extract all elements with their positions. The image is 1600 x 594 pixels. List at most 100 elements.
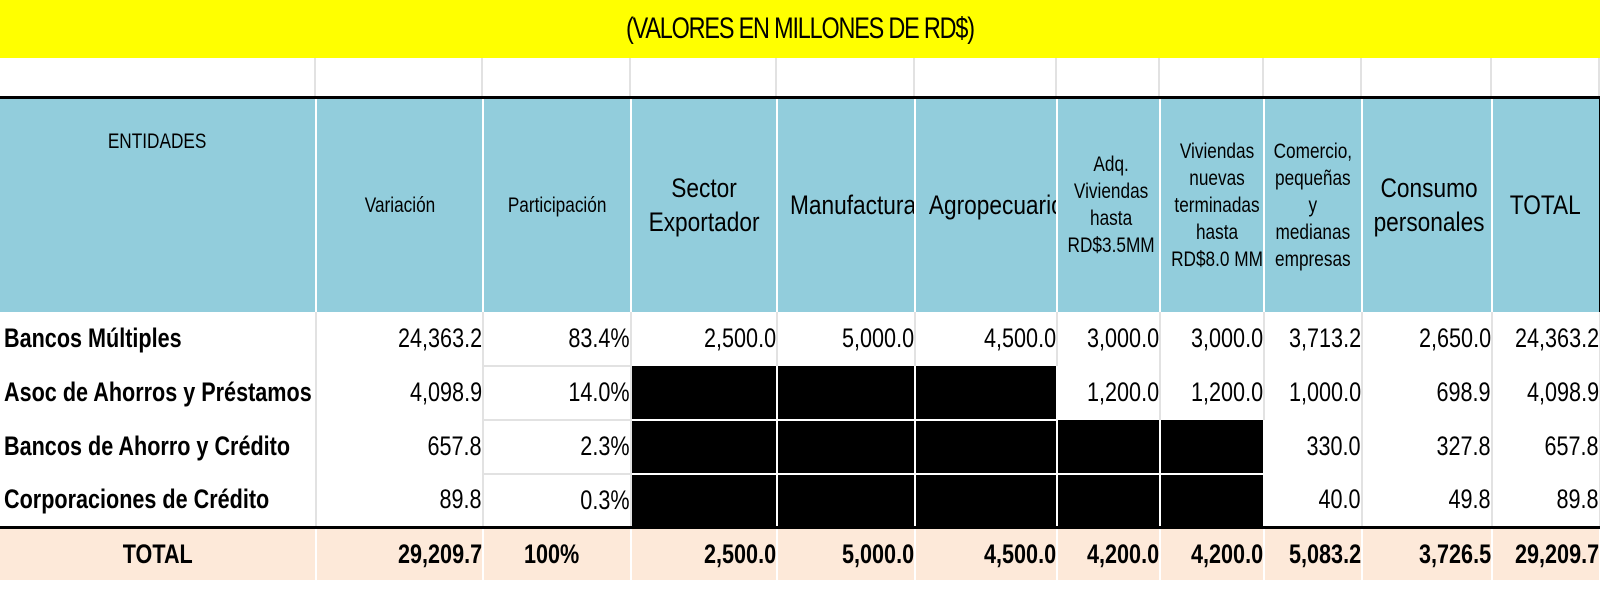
totals-row: TOTAL 29,209.7 100% 2,500.0 5,000.0 4,50… bbox=[0, 526, 1600, 580]
entidad-label: Corporaciones de Crédito bbox=[4, 484, 270, 515]
total-cell: 24,363.2 bbox=[1492, 311, 1600, 366]
redacted-cell bbox=[1057, 419, 1161, 475]
header-line: RD$3.5MM bbox=[1067, 234, 1155, 258]
header-comercio: Comercio, pequeñas y medianas empresas bbox=[1264, 96, 1363, 312]
cell-value: 100% bbox=[524, 538, 580, 569]
header-entidades-label: ENTIDADES bbox=[108, 130, 207, 153]
header-participacion-label: Participación bbox=[507, 193, 607, 217]
cell-value: 657.8 bbox=[427, 431, 482, 461]
cell-value: 3,726.5 bbox=[1418, 538, 1491, 569]
comercio-cell: 330.0 bbox=[1264, 419, 1363, 474]
cell-value: 4,500.0 bbox=[983, 538, 1056, 569]
header-manufactura-label: Manufactura bbox=[790, 190, 915, 221]
header-line: Sector bbox=[671, 173, 737, 204]
adq-viviendas-cell: 3,000.0 bbox=[1057, 311, 1161, 366]
comercio-cell: 3,713.2 bbox=[1264, 311, 1363, 366]
manufactura-cell: 5,000.0 bbox=[777, 311, 916, 366]
cell-value: 24,363.2 bbox=[1514, 323, 1599, 353]
title-banner: (VALORES EN MILLONES DE RD$) bbox=[0, 0, 1600, 58]
cell-value: 89.8 bbox=[439, 484, 482, 515]
totals-label-cell: TOTAL bbox=[0, 526, 317, 580]
redacted-cell bbox=[777, 365, 916, 421]
entidad-label: Bancos de Ahorro y Crédito bbox=[4, 431, 291, 461]
table-row: Asoc de Ahorros y Préstamos 4,098.9 14.0… bbox=[0, 365, 1600, 421]
cell-value: 0.3% bbox=[580, 484, 630, 515]
variacion-cell: 4,098.9 bbox=[316, 365, 484, 420]
cell-value: 1,200.0 bbox=[1086, 377, 1159, 407]
header-total-label: TOTAL bbox=[1510, 190, 1582, 221]
variacion-cell: 657.8 bbox=[316, 419, 484, 474]
header-agropecuario: Agropecuario bbox=[915, 96, 1058, 312]
cell-value: 40.0 bbox=[1318, 484, 1361, 515]
cell-value: 14.0% bbox=[568, 377, 630, 407]
viviendas-nuevas-cell: 3,000.0 bbox=[1160, 311, 1265, 366]
header-line: empresas bbox=[1275, 247, 1351, 271]
header-row: ENTIDADES Variación Participación Sector… bbox=[0, 96, 1600, 312]
comercio-cell: 1,000.0 bbox=[1264, 365, 1363, 420]
totals-comercio-cell: 5,083.2 bbox=[1264, 526, 1363, 580]
cell-value: 657.8 bbox=[1544, 431, 1599, 461]
header-line: Viviendas bbox=[1179, 139, 1255, 163]
variacion-cell: 24,363.2 bbox=[316, 311, 484, 366]
header-sector-exportador: Sector Exportador bbox=[631, 96, 778, 312]
blank-cell bbox=[1057, 58, 1160, 96]
header-sector-exportador-label: Sector Exportador bbox=[649, 171, 760, 239]
total-cell: 89.8 bbox=[1492, 473, 1600, 528]
blank-cell bbox=[777, 58, 915, 96]
redacted-cell bbox=[915, 419, 1058, 475]
consumo-cell: 2,650.0 bbox=[1362, 311, 1493, 366]
header-line: personales bbox=[1373, 207, 1485, 238]
cell-value: 698.9 bbox=[1436, 377, 1491, 407]
cell-value: 330.0 bbox=[1306, 431, 1361, 461]
header-line: y bbox=[1308, 193, 1318, 217]
entidad-cell: Bancos de Ahorro y Crédito bbox=[0, 419, 317, 474]
header-adq-viviendas: Adq. Viviendas hasta RD$3.5MM bbox=[1057, 96, 1161, 312]
header-line: hasta bbox=[1090, 207, 1133, 231]
entidad-cell: Corporaciones de Crédito bbox=[0, 473, 317, 528]
cell-value: 89.8 bbox=[1556, 484, 1599, 515]
cell-value: 24,363.2 bbox=[397, 323, 482, 353]
entidad-cell: Bancos Múltiples bbox=[0, 311, 317, 366]
redacted-cell bbox=[631, 473, 778, 529]
cell-value: 4,200.0 bbox=[1086, 538, 1159, 569]
totals-consumo-cell: 3,726.5 bbox=[1362, 526, 1493, 580]
redacted-cell bbox=[631, 419, 778, 475]
entidad-label: Bancos Múltiples bbox=[4, 323, 182, 353]
header-line: Adq. bbox=[1093, 153, 1129, 177]
header-line: RD$8.0 MM bbox=[1171, 247, 1263, 271]
participacion-cell: 2.3% bbox=[483, 419, 632, 475]
participacion-cell: 0.3% bbox=[483, 473, 632, 529]
blank-cell bbox=[316, 58, 483, 96]
cell-value: 2,500.0 bbox=[703, 323, 776, 353]
cell-value: 3,000.0 bbox=[1190, 323, 1263, 353]
header-line: terminadas bbox=[1174, 193, 1260, 217]
variacion-cell: 89.8 bbox=[316, 473, 484, 528]
blank-cell bbox=[0, 58, 316, 96]
page-title: (VALORES EN MILLONES DE RD$) bbox=[626, 12, 975, 45]
header-line: Viviendas bbox=[1073, 180, 1149, 204]
blank-cell bbox=[631, 58, 777, 96]
cell-value: 4,098.9 bbox=[409, 377, 482, 407]
header-line: hasta bbox=[1195, 220, 1239, 244]
header-consumo: Consumo personales bbox=[1362, 96, 1493, 312]
totals-variacion-cell: 29,209.7 bbox=[316, 526, 484, 580]
totals-total-cell: 29,209.7 bbox=[1492, 526, 1600, 580]
redacted-cell bbox=[631, 365, 778, 421]
redacted-cell bbox=[1160, 473, 1265, 529]
totals-manufactura-cell: 5,000.0 bbox=[777, 526, 916, 580]
header-viviendas-nuevas: Viviendas nuevas terminadas hasta RD$8.0… bbox=[1160, 96, 1265, 312]
blank-cell bbox=[915, 58, 1057, 96]
redacted-cell bbox=[1160, 419, 1265, 475]
adq-viviendas-cell: 1,200.0 bbox=[1057, 365, 1161, 420]
cell-value: 2,500.0 bbox=[703, 538, 776, 569]
blank-cell bbox=[483, 58, 631, 96]
redacted-cell bbox=[1057, 473, 1161, 529]
header-viviendas-nuevas-label: Viviendas nuevas terminadas hasta RD$8.0… bbox=[1171, 138, 1263, 273]
viviendas-nuevas-cell: 1,200.0 bbox=[1160, 365, 1265, 420]
header-line: Consumo bbox=[1380, 173, 1478, 204]
cell-value: 5,083.2 bbox=[1288, 538, 1361, 569]
cell-value: 4,500.0 bbox=[983, 323, 1056, 353]
total-cell: 657.8 bbox=[1492, 419, 1600, 474]
header-total: TOTAL bbox=[1492, 96, 1600, 312]
cell-value: 1,000.0 bbox=[1288, 377, 1361, 407]
